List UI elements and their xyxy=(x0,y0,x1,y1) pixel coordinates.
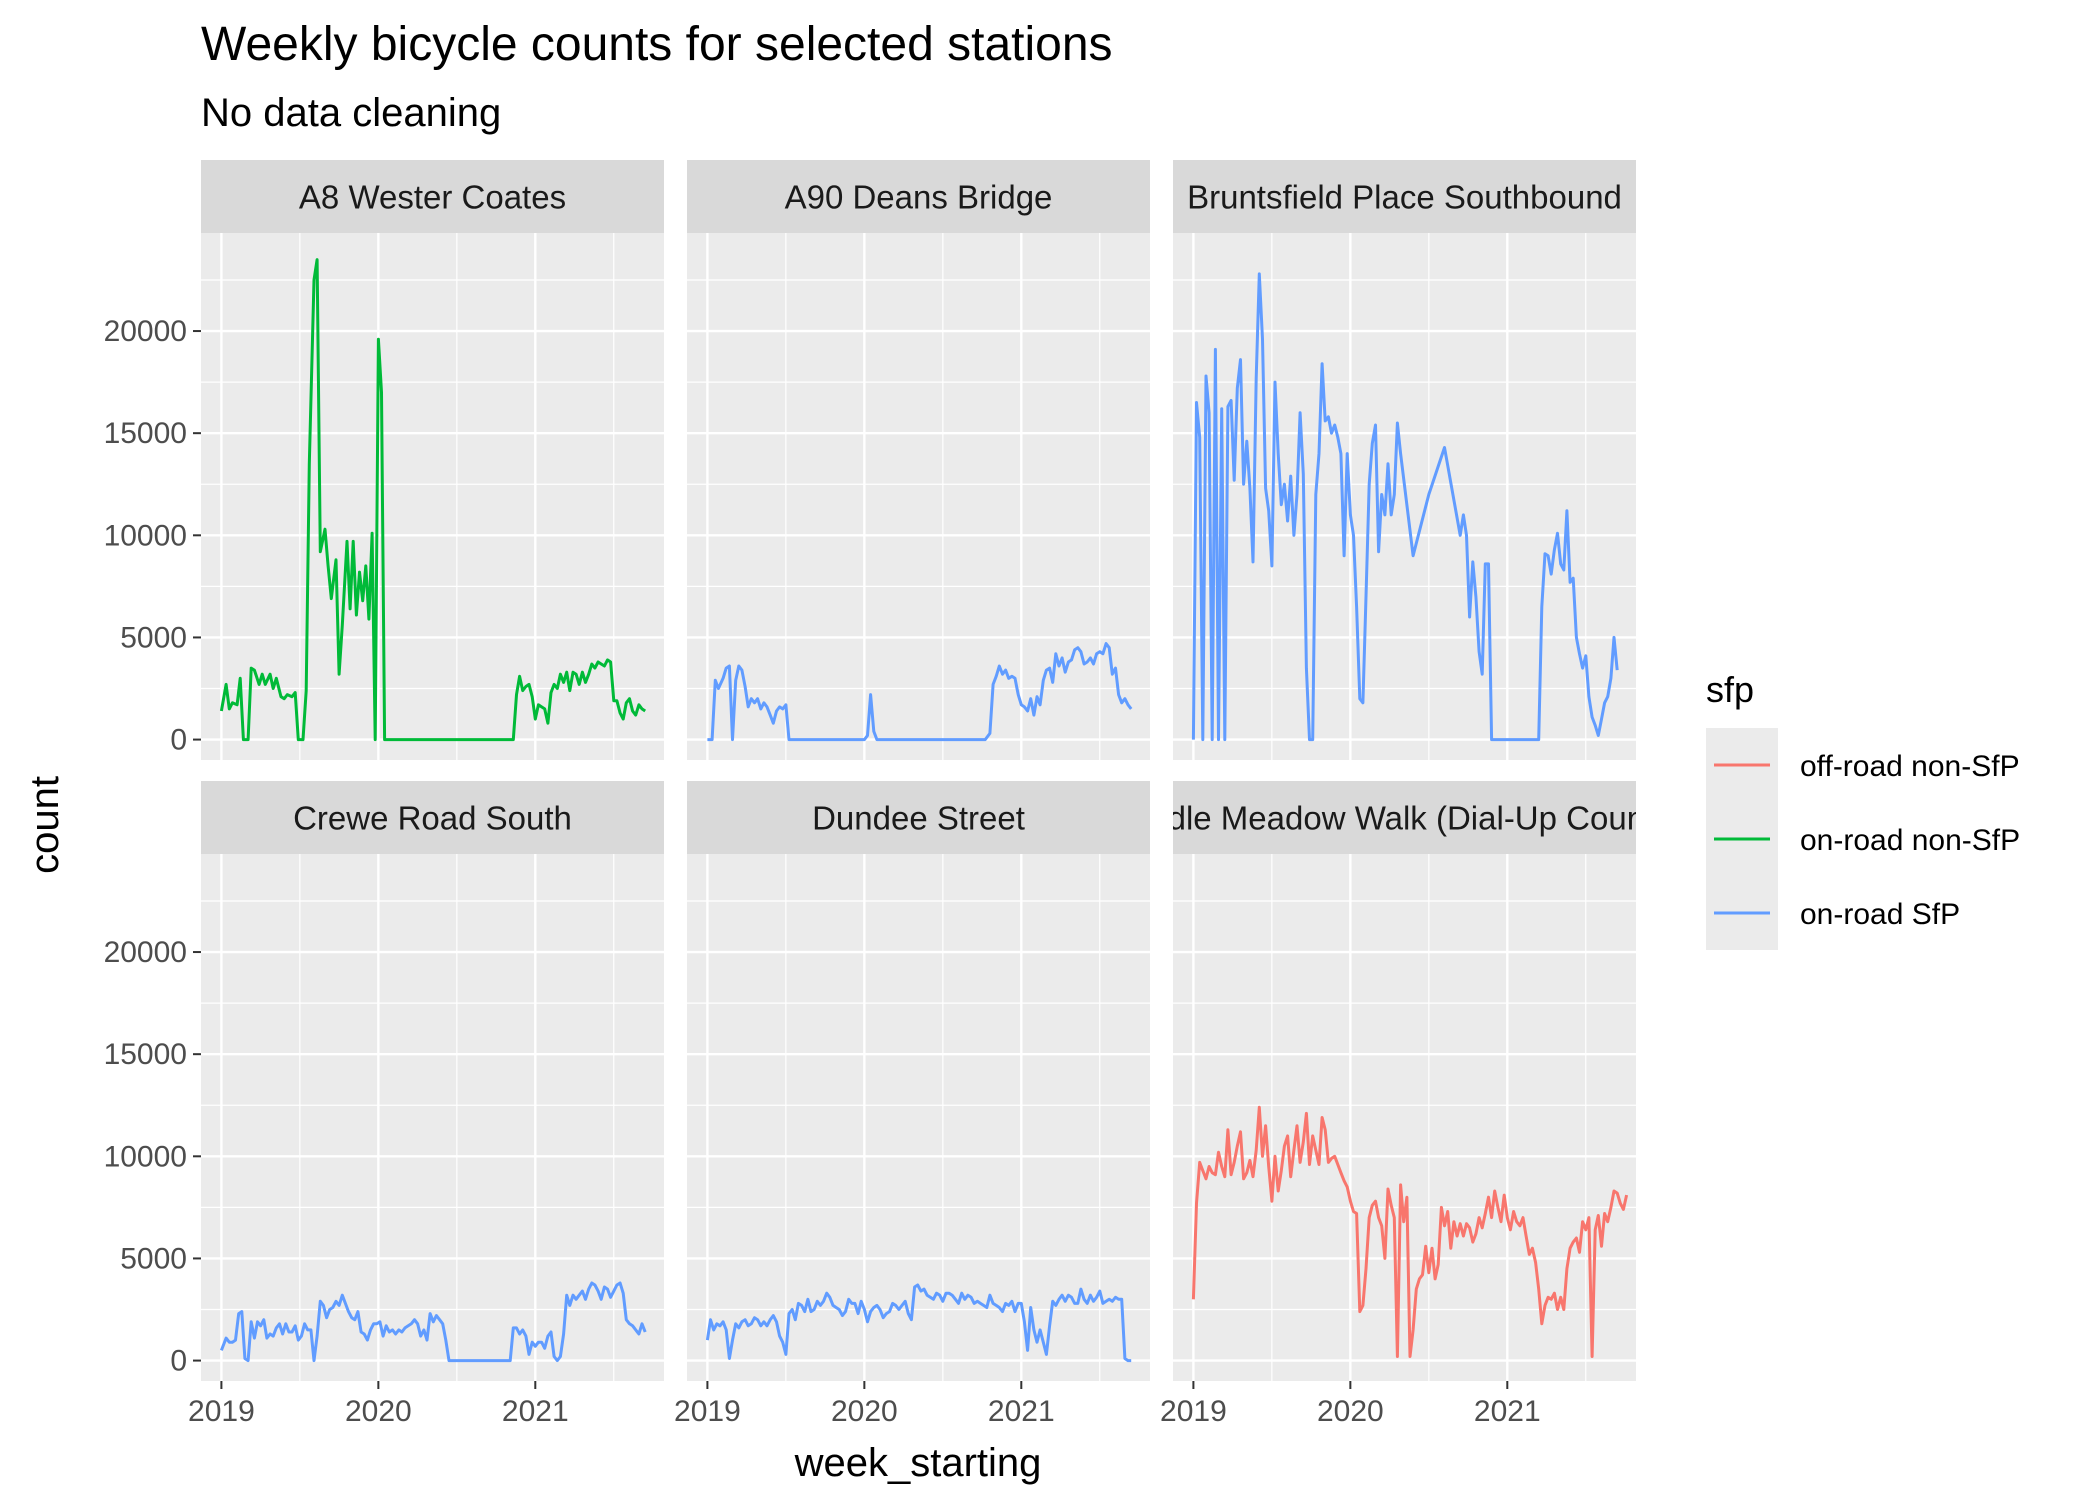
panel-background xyxy=(687,233,1150,760)
y-tick-label: 10000 xyxy=(104,1140,187,1173)
y-tick-label: 15000 xyxy=(104,417,187,450)
facet-strip xyxy=(687,781,1150,854)
y-tick-label: 20000 xyxy=(104,315,187,348)
facet-strip xyxy=(201,781,664,854)
y-tick-label: 5000 xyxy=(120,1242,187,1275)
chart-subtitle: No data cleaning xyxy=(201,91,501,135)
facet-panel: Crewe Road South 0 5000 10000 15000 20000 2019… xyxy=(104,781,664,1428)
panel-background xyxy=(687,854,1150,1381)
facet-strip-label: A8 Wester Coates xyxy=(299,179,566,216)
legend-entries: off-road non-SfP on-road non-SfP on-road S… xyxy=(1714,750,2020,931)
facet-strip-label: Middle Meadow Walk (Dial-Up Counter) xyxy=(1114,800,1694,837)
x-tick-label: 2019 xyxy=(188,1395,255,1428)
facet-panel: A90 Deans Bridge xyxy=(687,160,1150,760)
facet-strip-label: Bruntsfield Place Southbound xyxy=(1187,179,1622,216)
x-axis-title: week_starting xyxy=(794,1441,1042,1485)
facet-strip-label: Crewe Road South xyxy=(293,800,572,837)
series-line xyxy=(219,258,647,742)
x-tick-label: 2020 xyxy=(831,1395,898,1428)
legend: sfp off-road non-SfP on-road non-SfP on-ro… xyxy=(1706,669,2020,950)
x-tick-label: 2021 xyxy=(1474,1395,1541,1428)
series-line xyxy=(705,1283,1132,1363)
facet-strip xyxy=(1173,781,1636,854)
legend-entry-label: on-road non-SfP xyxy=(1800,824,2020,857)
y-tick-label: 15000 xyxy=(104,1038,187,1071)
legend-title: sfp xyxy=(1706,669,1754,710)
series-line xyxy=(219,1281,647,1363)
x-tick-label: 2021 xyxy=(502,1395,569,1428)
panel-background xyxy=(201,233,664,760)
y-tick-label: 0 xyxy=(170,1345,187,1378)
facet-panels: A8 Wester Coates 0 5000 10000 15000 20000 A90 … xyxy=(104,160,1694,1428)
series-line xyxy=(707,642,1133,742)
legend-entry-label: off-road non-SfP xyxy=(1800,750,2020,783)
series-line xyxy=(1191,1105,1629,1358)
series-line xyxy=(1191,272,1619,742)
x-tick-label: 2020 xyxy=(345,1395,412,1428)
facet-strip-label: Dundee Street xyxy=(812,800,1025,837)
panel-background xyxy=(1173,854,1636,1381)
chart-title: Weekly bicycle counts for selected stati… xyxy=(201,18,1113,71)
facet-panel: A8 Wester Coates 0 5000 10000 15000 20000 xyxy=(104,160,664,760)
y-tick-label: 10000 xyxy=(104,519,187,552)
facet-strip-label: A90 Deans Bridge xyxy=(785,179,1053,216)
facet-strip xyxy=(687,160,1150,233)
y-tick-label: 20000 xyxy=(104,936,187,969)
facet-panel: Bruntsfield Place Southbound xyxy=(1173,160,1636,760)
facet-panel: Dundee Street 2019 2020 2021 xyxy=(674,781,1150,1428)
x-tick-label: 2020 xyxy=(1317,1395,1384,1428)
x-tick-label: 2021 xyxy=(988,1395,1055,1428)
x-tick-label: 2019 xyxy=(674,1395,741,1428)
legend-entry-label: on-road SfP xyxy=(1800,898,1960,931)
y-tick-label: 0 xyxy=(170,724,187,757)
panel-background xyxy=(201,854,664,1381)
y-axis-title: count xyxy=(23,776,67,874)
facet-strip xyxy=(201,160,664,233)
facet-panel: Middle Meadow Walk (Dial-Up Counter) 2019… xyxy=(1114,781,1694,1428)
y-tick-label: 5000 xyxy=(120,621,187,654)
x-tick-label: 2019 xyxy=(1160,1395,1227,1428)
facet-strip xyxy=(1173,160,1636,233)
